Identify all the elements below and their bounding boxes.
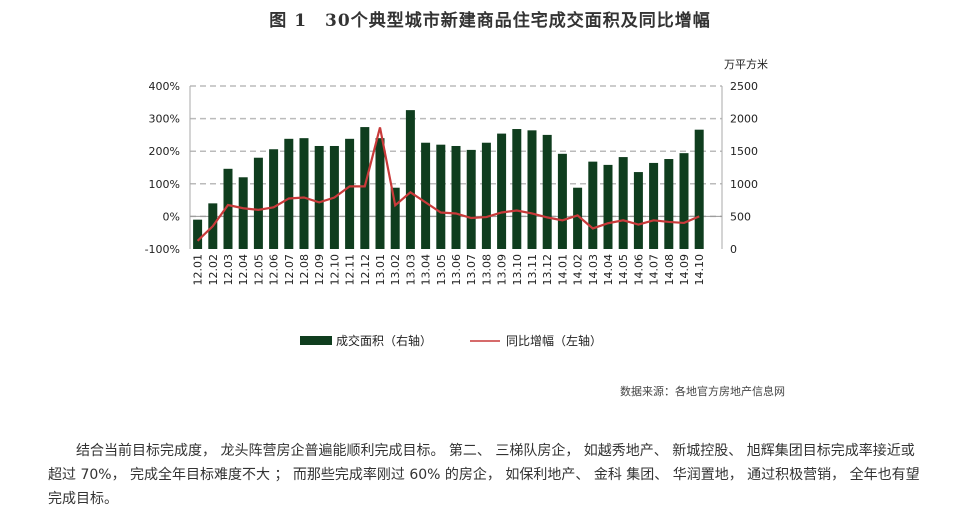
x-tick-label: 13.01 [374, 254, 387, 286]
left-tick-label: 200% [149, 145, 180, 158]
bar [649, 163, 658, 249]
left-tick-label: 0% [163, 210, 180, 223]
x-tick-label: 14.09 [678, 254, 691, 286]
x-tick-label: 13.08 [480, 254, 493, 286]
x-tick-label: 12.11 [344, 254, 357, 286]
right-tick-label: 500 [730, 210, 751, 223]
x-tick-label: 14.04 [602, 254, 615, 286]
left-tick-label: 100% [149, 178, 180, 191]
x-tick-label: 13.02 [389, 254, 402, 286]
x-tick-label: 14.01 [556, 254, 569, 286]
legend-bar-label: 成交面积（右轴） [336, 333, 432, 348]
x-tick-label: 13.09 [496, 254, 509, 286]
bar [254, 158, 263, 249]
legend-bar-swatch [300, 336, 332, 345]
x-tick-label: 12.08 [298, 254, 311, 286]
x-tick-label: 13.03 [404, 254, 417, 286]
right-tick-label: 1000 [730, 178, 758, 191]
x-tick-label: 13.10 [511, 254, 524, 286]
bar [436, 145, 445, 249]
bar [664, 159, 673, 249]
x-tick-label: 14.06 [632, 254, 645, 286]
x-tick-label: 14.05 [617, 254, 630, 286]
left-tick-label: 300% [149, 113, 180, 126]
x-tick-label: 12.01 [192, 254, 205, 286]
x-tick-label: 13.07 [465, 254, 478, 286]
x-tick-label: 13.12 [541, 254, 554, 286]
right-tick-label: 0 [730, 243, 737, 256]
left-tick-label: -100% [145, 243, 180, 256]
right-tick-label: 1500 [730, 145, 758, 158]
x-tick-label: 12.06 [268, 254, 281, 286]
bar [634, 172, 643, 249]
bar [360, 127, 369, 249]
bar [467, 150, 476, 249]
bar [269, 149, 278, 249]
x-tick-label: 12.05 [252, 254, 265, 286]
bar [695, 130, 704, 249]
bar [528, 130, 537, 249]
bar [604, 165, 613, 249]
x-tick-label: 14.02 [572, 254, 585, 286]
right-axis-unit: 万平方米 [724, 57, 768, 71]
bar [452, 146, 461, 249]
bar [543, 135, 552, 249]
right-tick-label: 2000 [730, 113, 758, 126]
bar [421, 143, 430, 249]
bar [512, 129, 521, 249]
x-tick-label: 13.04 [420, 254, 433, 286]
bar [588, 162, 597, 249]
x-tick-label: 12.10 [328, 254, 341, 286]
x-tick-label: 12.02 [207, 254, 220, 286]
bar [300, 138, 309, 249]
x-tick-label: 13.06 [450, 254, 463, 286]
chart: 0 500 1000 1500 2000 2500 -100% 0% 100% 200% 300% 4… [0, 0, 980, 380]
x-tick-label: 12.03 [222, 254, 235, 286]
x-tick-label: 13.05 [435, 254, 448, 286]
x-tick-label: 13.11 [526, 254, 539, 286]
x-tick-label: 12.07 [283, 254, 296, 286]
bar [284, 139, 293, 249]
x-tick-label: 14.03 [587, 254, 600, 286]
body-paragraph: 结合当前目标完成度， 龙头阵营房企普遍能顺利完成目标。 第二、 三梯队房企， 如… [48, 439, 928, 511]
bar [497, 134, 506, 249]
x-tick-label: 12.04 [237, 254, 250, 285]
x-tick-label: 14.07 [648, 254, 661, 286]
bar [482, 143, 491, 249]
chart-source: 数据来源：各地官方房地产信息网 [620, 383, 785, 399]
bar [193, 220, 202, 249]
legend-line-label: 同比增幅（左轴） [506, 333, 602, 348]
bar [391, 188, 400, 249]
bar [239, 177, 248, 249]
bar [406, 110, 415, 249]
bar [558, 154, 567, 249]
bar [315, 146, 324, 249]
bar [345, 139, 354, 249]
x-tick-label: 14.08 [663, 254, 676, 286]
x-tick-label: 12.12 [359, 254, 372, 286]
bar [680, 153, 689, 249]
right-tick-label: 2500 [730, 80, 758, 93]
bar [619, 157, 628, 249]
x-tick-label: 12.09 [313, 254, 326, 286]
left-tick-label: 400% [149, 80, 180, 93]
x-tick-label: 14.10 [693, 254, 706, 286]
bar [376, 138, 385, 249]
